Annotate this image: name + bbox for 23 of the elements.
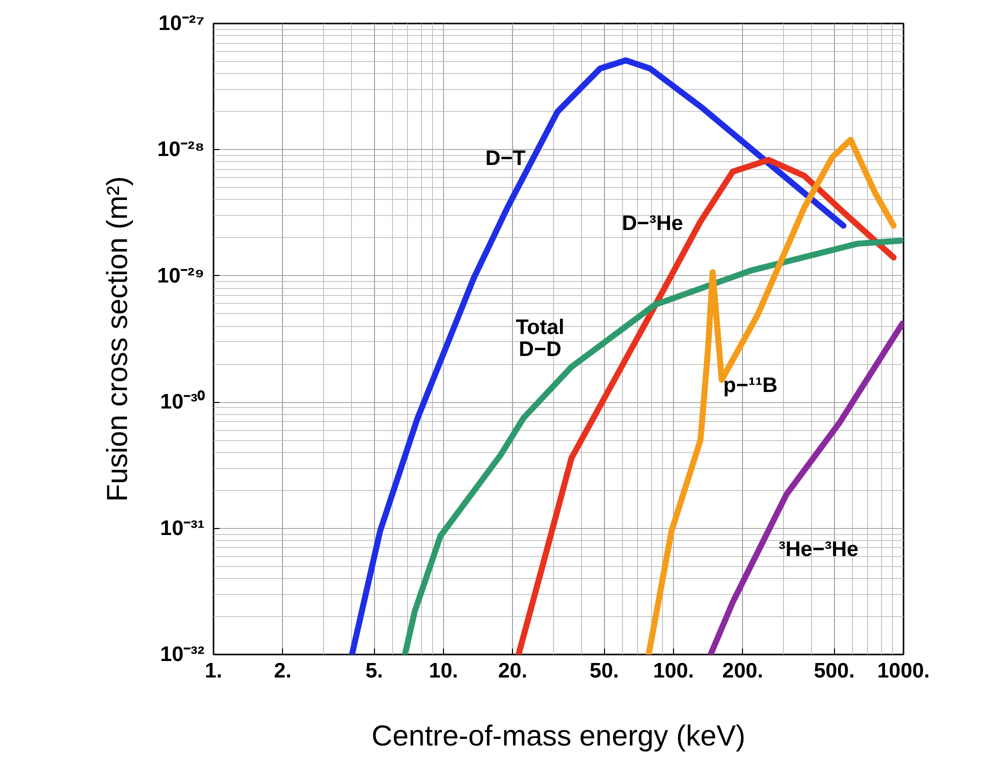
x-tick-label: 1000. xyxy=(877,660,930,682)
y-tick-label: 10⁻²⁹ xyxy=(157,264,205,288)
x-tick-label: 20. xyxy=(498,660,528,682)
series-label: ³He−³He xyxy=(778,538,858,561)
x-tick-label: 500. xyxy=(814,660,855,682)
x-tick-label: 1. xyxy=(204,660,222,682)
y-tick-label: 10⁻³² xyxy=(160,643,205,666)
x-tick-label: 50. xyxy=(590,660,619,682)
y-tick-label: 10⁻²⁸ xyxy=(157,138,205,162)
series-label: D−T xyxy=(485,147,526,170)
x-tick-label: 200. xyxy=(722,660,764,682)
series-label: D−³He xyxy=(622,212,684,236)
y-tick-label: 10⁻³⁰ xyxy=(160,390,206,414)
x-tick-label: 5. xyxy=(366,660,384,682)
x-tick-label: 10. xyxy=(428,660,458,682)
x-tick-label: 100. xyxy=(653,660,694,682)
series-label: Total D−D xyxy=(516,316,564,361)
y-axis-title: Fusion cross section (m²) xyxy=(102,176,134,502)
y-tick-label: 10⁻³¹ xyxy=(160,516,205,540)
x-axis-title: Centre-of-mass energy (keV) xyxy=(372,720,746,752)
y-tick-label: 10⁻²⁷ xyxy=(158,12,205,35)
series-label: p−¹¹B xyxy=(723,374,778,398)
x-tick-label: 2. xyxy=(274,660,292,682)
